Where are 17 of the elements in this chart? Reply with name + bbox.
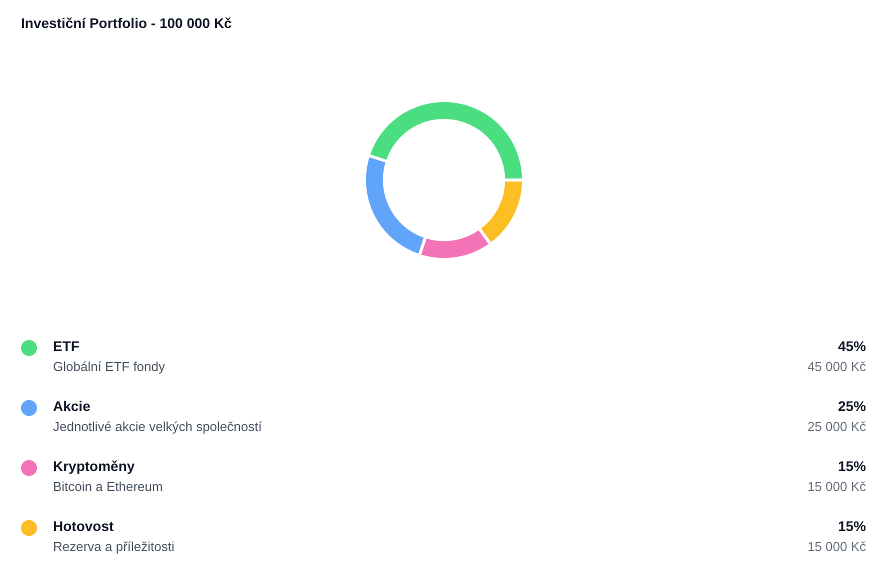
data-label: 25% (836, 397, 866, 416)
text: 15 000 Kč (807, 538, 866, 556)
legend-label: Kryptoměny (53, 457, 136, 476)
text: 25 000 Kč (807, 418, 866, 436)
text: 45 000 Kč (807, 358, 866, 376)
text: Rezerva a příležitosti (53, 538, 174, 556)
data-label: 15% (836, 517, 866, 536)
data-label: 45% (836, 337, 866, 356)
data-label: 15% (836, 457, 866, 476)
text: Jednotlivé akcie velkých společností (53, 418, 262, 436)
text: Globální ETF fondy (53, 358, 165, 376)
legend-label: Akcie (53, 397, 92, 416)
legend-label: Hotovost (53, 517, 115, 536)
chart-title: Investiční Portfolio - 100 000 Kč (20, 14, 233, 33)
text: Bitcoin a Ethereum (53, 478, 163, 496)
legend-label: ETF (53, 337, 80, 356)
text: 15 000 Kč (807, 478, 866, 496)
